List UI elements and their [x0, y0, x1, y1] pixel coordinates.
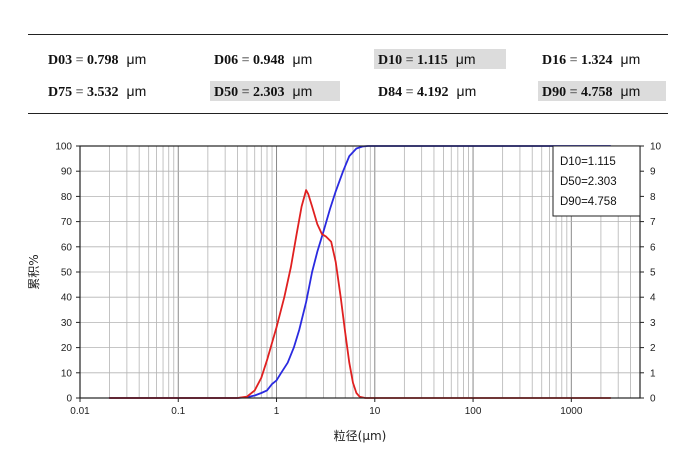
stat-unit: μm	[620, 83, 641, 99]
x-tick-label: 1000	[560, 406, 583, 417]
stat-d10: D10 = 1.115 μm	[374, 49, 506, 69]
stat-value: 2.303	[253, 85, 285, 100]
annotation-box	[552, 145, 641, 217]
stat-value: 4.192	[417, 85, 449, 100]
stat-d84: D84 = 4.192 μm	[378, 83, 477, 100]
y2-tick-label: 4	[650, 293, 656, 304]
stat-unit: μm	[126, 51, 147, 67]
stat-label: D16	[542, 53, 567, 68]
stat-unit: μm	[126, 83, 147, 99]
stat-d03: D03 = 0.798 μm	[48, 51, 147, 68]
y-tick-label: 50	[61, 268, 73, 279]
stat-d75: D75 = 3.532 μm	[48, 83, 147, 100]
stat-label: D84	[378, 85, 403, 100]
stat-value: 3.532	[87, 85, 119, 100]
stat-d90: D90 = 4.758 μm	[538, 81, 666, 101]
x-tick-label: 10	[369, 406, 381, 417]
y-axis-title: 累积%	[27, 254, 41, 289]
y2-tick-label: 3	[650, 318, 656, 329]
stat-label: D50	[214, 85, 239, 100]
x-tick-label: 100	[465, 406, 482, 417]
y-tick-label: 10	[61, 368, 73, 379]
y-tick-label: 70	[61, 217, 73, 228]
stat-value: 4.758	[581, 85, 613, 100]
statistics-table: D03 = 0.798 μm D06 = 0.948 μm D10 = 1.115 μ…	[28, 34, 668, 114]
stat-d16: D16 = 1.324 μm	[542, 51, 641, 68]
stat-label: D06	[214, 53, 239, 68]
distribution-curve	[108, 189, 612, 399]
y-tick-label: 40	[61, 293, 73, 304]
x-tick-label: 1	[274, 406, 280, 417]
annotation-d50: D50=2.303	[560, 176, 617, 188]
cumulative-curve	[108, 145, 612, 399]
annotation-d90: D90=4.758	[560, 196, 617, 208]
y2-tick-label: 6	[650, 242, 656, 253]
x-tick-label: 0.1	[171, 406, 185, 417]
y-tick-label: 90	[61, 167, 73, 178]
stat-unit: μm	[292, 51, 313, 67]
stat-unit: μm	[456, 83, 477, 99]
stat-unit: μm	[292, 83, 313, 99]
y-tick-label: 100	[55, 142, 72, 153]
stat-value: 0.948	[253, 53, 285, 68]
stat-label: D75	[48, 85, 73, 100]
chart-series	[108, 145, 612, 399]
stat-unit: μm	[620, 51, 641, 67]
stat-value: 1.324	[581, 53, 613, 68]
stat-label: D03	[48, 53, 73, 68]
y-tick-label: 20	[61, 343, 73, 354]
stat-unit: μm	[455, 51, 476, 67]
stat-label: D10	[378, 53, 403, 68]
y2-tick-label: 2	[650, 343, 656, 354]
y2-tick-label: 10	[650, 142, 662, 153]
y2-tick-label: 5	[650, 268, 656, 279]
y-tick-label: 30	[61, 318, 73, 329]
stat-label: D90	[542, 85, 567, 100]
y-tick-label: 60	[61, 242, 73, 253]
stat-value: 1.115	[417, 53, 448, 68]
stat-d50: D50 = 2.303 μm	[210, 81, 340, 101]
y2-tick-label: 1	[650, 368, 656, 379]
y2-tick-label: 0	[650, 394, 656, 405]
d-values-annotation: D10=1.115 D50=2.303 D90=4.758	[552, 145, 641, 217]
x-axis-title: 粒径(μm)	[334, 428, 387, 443]
y-tick-label: 0	[66, 394, 72, 405]
y2-tick-label: 7	[650, 217, 656, 228]
y2-tick-label: 8	[650, 192, 656, 203]
stat-value: 0.798	[87, 53, 119, 68]
y-tick-label: 80	[61, 192, 73, 203]
chart-grid	[80, 146, 640, 398]
annotation-d10: D10=1.115	[560, 156, 616, 168]
y2-tick-label: 9	[650, 167, 656, 178]
x-tick-label: 0.01	[70, 406, 90, 417]
stat-d06: D06 = 0.948 μm	[214, 51, 313, 68]
